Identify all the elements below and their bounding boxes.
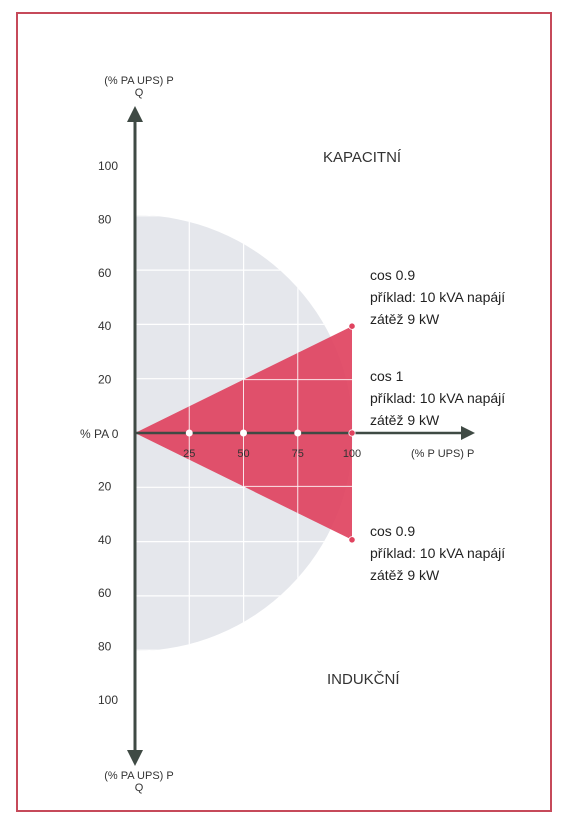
x-axis-label: (% P UPS) P xyxy=(411,448,474,460)
y-axis-arrow-down xyxy=(127,750,143,766)
annotation-middle: cos 1 příklad: 10 kVA napájí zátěž 9 kW xyxy=(370,368,505,428)
data-point xyxy=(348,429,356,437)
data-point xyxy=(348,322,356,330)
y-top-axis-label-line1: (% PA UPS) P xyxy=(104,75,173,87)
x-tick-label: 50 xyxy=(237,448,249,460)
x-tick-labels: 25 50 75 100 xyxy=(183,448,361,460)
y-tick-label-upper: 100 xyxy=(98,159,118,173)
x-tick-label: 100 xyxy=(343,448,361,460)
y-top-axis-label-line2: Q xyxy=(135,87,144,99)
annotation-upper: cos 0.9 příklad: 10 kVA napájí zátěž 9 k… xyxy=(370,267,505,327)
y-tick-label-upper: 20 xyxy=(98,373,112,387)
annotation-lower-line1: cos 0.9 xyxy=(370,523,415,539)
x-axis-arrow xyxy=(461,426,475,440)
inductive-region-label: INDUKČNÍ xyxy=(327,671,400,688)
y-tick-label-lower: 100 xyxy=(98,693,118,707)
x-tick-label: 25 xyxy=(183,448,195,460)
y-tick-label-upper: 60 xyxy=(98,266,112,280)
data-point xyxy=(185,429,193,437)
y-tick-labels-lower: 20 40 60 80 100 xyxy=(98,479,118,707)
y-tick-label-lower: 80 xyxy=(98,640,112,654)
data-point xyxy=(294,429,302,437)
data-point xyxy=(348,536,356,544)
annotation-lower-line2: příklad: 10 kVA napájí xyxy=(370,545,505,561)
capacitive-region-label: KAPACITNÍ xyxy=(323,149,402,166)
annotation-upper-line1: cos 0.9 xyxy=(370,267,415,283)
y-bottom-axis-label-line2: Q xyxy=(135,782,144,794)
y-tick-label-lower: 40 xyxy=(98,533,112,547)
y-tick-label-upper: 40 xyxy=(98,319,112,333)
y-tick-label-lower: 20 xyxy=(98,479,112,493)
y-bottom-axis-label-line1: (% PA UPS) P xyxy=(104,770,173,782)
y-tick-label-upper: 80 xyxy=(98,212,112,226)
annotation-lower-line3: zátěž 9 kW xyxy=(370,567,440,583)
data-points xyxy=(185,322,356,544)
y-tick-labels-upper: 20 40 60 80 100 xyxy=(98,159,118,387)
annotation-upper-line2: příklad: 10 kVA napájí xyxy=(370,289,505,305)
annotation-lower: cos 0.9 příklad: 10 kVA napájí zátěž 9 k… xyxy=(370,523,505,583)
annotation-middle-line1: cos 1 xyxy=(370,368,404,384)
annotation-middle-line3: zátěž 9 kW xyxy=(370,412,440,428)
y-axis-arrow-up xyxy=(127,106,143,122)
x-tick-label: 75 xyxy=(292,448,304,460)
data-point xyxy=(240,429,247,437)
annotation-upper-line3: zátěž 9 kW xyxy=(370,311,440,327)
annotation-middle-line2: příklad: 10 kVA napájí xyxy=(370,390,505,406)
origin-label: % PA 0 xyxy=(80,427,119,441)
y-tick-label-lower: 60 xyxy=(98,586,112,600)
